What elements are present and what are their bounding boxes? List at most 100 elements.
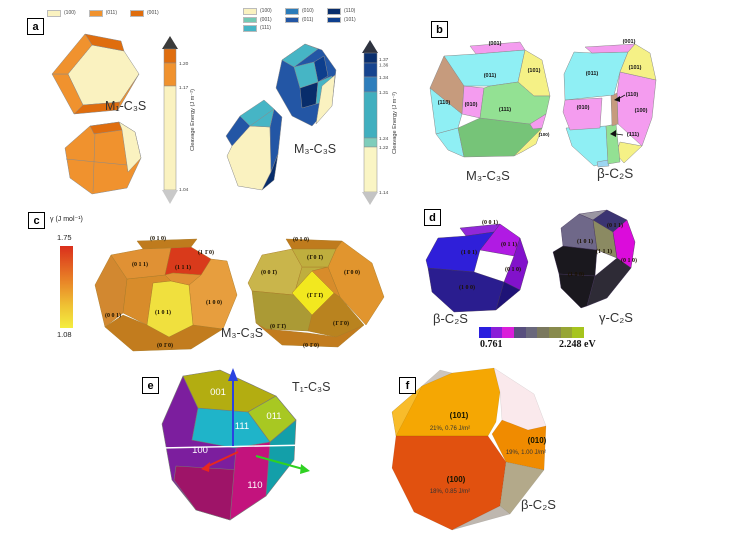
legend-swatch	[88, 10, 103, 17]
c-m3-crystal-1: (0 1 0) (0 1 1) (1 1̄ 0) (1 1 1) (1 0 0)…	[94, 235, 238, 352]
facet-001	[584, 43, 636, 54]
facet-label: (1 0 0)	[568, 271, 584, 278]
annotation-arrow	[615, 133, 624, 136]
legend-item: (010)	[285, 8, 327, 15]
facet-label: (0 1̄ 0)	[303, 342, 319, 349]
legend-label: (110)	[344, 8, 356, 15]
facet-label: (010)	[528, 436, 547, 445]
m1-c3s-crystal-2	[64, 121, 142, 195]
colorbar-segment	[163, 62, 177, 87]
facet-100	[315, 74, 336, 125]
facet-label: 011	[266, 411, 281, 422]
colorbar-gamma	[60, 246, 73, 328]
colorbar-title: Cleavage Energy (J m⁻²)	[392, 92, 398, 154]
colorbar-segment	[363, 62, 378, 78]
facet-m1m1m1	[291, 270, 335, 316]
legend-label: (111)	[260, 25, 271, 32]
c-m3-crystal-2: (0 1 0) (1̄ 0 1̄) (0 0 1̄) (1̄ 0 0) (1̄ …	[247, 236, 385, 349]
d-beta-c2s-crystal: (0 0 1) (1 0 1) (0 1 1) (0 1 0) (1 0 0)	[425, 219, 529, 313]
panel-b-tag: b	[431, 21, 448, 38]
facet-label: (1 1̄ 0)	[198, 249, 214, 256]
colorbar-segment	[363, 52, 378, 64]
colorbar-min: 0.761	[480, 339, 503, 350]
facet-label: (1 0 1)	[155, 309, 171, 316]
crystal-name-b-beta: β-C₂S	[597, 166, 634, 181]
facet-label: (011)	[484, 73, 497, 79]
legend-item: (101)	[327, 16, 369, 24]
legend-label: (100)	[260, 8, 272, 15]
facet-label: (011)	[586, 71, 599, 77]
colorbar-segment	[514, 327, 526, 338]
facet-010	[503, 237, 529, 291]
legend-item: (100)	[47, 10, 76, 17]
colorbar-segment	[363, 146, 378, 193]
legend-label: (010)	[302, 8, 314, 15]
facet-edges	[65, 132, 128, 193]
colorbar-segment	[537, 327, 550, 338]
colorbar-bottom-arrow	[362, 192, 378, 205]
facet-cyan	[565, 125, 609, 167]
colorbar-segment	[479, 327, 491, 338]
facet-label: (0 1 0)	[150, 235, 166, 242]
legend-item: (001)	[130, 10, 159, 17]
tick-label: 1.17	[179, 85, 189, 91]
colorbar-segment	[502, 327, 515, 338]
facet-100	[529, 113, 547, 130]
axis-a-arrowhead	[201, 462, 210, 472]
d-gamma-c2s-crystal: (0 1 1) (1 0 1) (1 1 1) (0 1 0) (1 0 0)	[552, 209, 637, 309]
facet-pink	[493, 367, 547, 431]
crystal-name-d-beta: β-C₂S	[433, 311, 468, 326]
facet-label: (101)	[450, 411, 469, 420]
facet-label: (0 1 1)	[501, 241, 517, 248]
b-beta-c2s-crystal: (001) (101) (011) (010) (110) (100) (111…	[562, 39, 657, 168]
facet-101-shade	[391, 385, 423, 437]
legend-label: (011)	[302, 16, 314, 23]
facet-011	[247, 395, 297, 443]
facet-label: (0 1 0)	[505, 266, 521, 273]
tick-label: 1.37	[379, 57, 389, 63]
crystal-name-d-gamma: γ-C₂S	[599, 310, 633, 325]
facet-label: (001)	[489, 41, 502, 47]
legend-swatch	[327, 16, 341, 24]
facet-label: (1 0 1)	[461, 249, 477, 256]
colorbar-segment	[560, 327, 573, 338]
colorbar-segment	[363, 91, 378, 139]
axis-line	[159, 444, 311, 449]
tick-label: 1.14	[379, 190, 389, 196]
scale-title: γ (J mol⁻¹)	[50, 216, 83, 223]
facet-label: (0 1 1)	[132, 261, 148, 268]
facet-label: (0 1̄ 0)	[157, 342, 173, 349]
legend-m3: (100) (010) (110) (001) (011) (101) (111…	[243, 8, 369, 32]
facet-111	[605, 123, 621, 165]
colorbar-segment	[490, 327, 503, 338]
facet-111	[164, 272, 202, 286]
colorbar-segment	[549, 327, 561, 338]
facet-label: 110	[247, 480, 262, 491]
crystal-name-c-m3: M₃-C₃S	[221, 326, 264, 340]
facet-111	[249, 108, 275, 128]
facet-dark	[558, 273, 596, 309]
facet-label: (0 1 0)	[621, 257, 637, 264]
legend-label: (101)	[344, 16, 356, 23]
legend-item: (011)	[285, 16, 327, 24]
facet-stats: 18%, 0.85 J/m²	[430, 489, 470, 495]
panel-f-tag: f	[399, 377, 416, 394]
legend-swatch	[243, 25, 257, 32]
tick-label: 1.36	[379, 63, 389, 69]
colorbar-segment	[363, 76, 378, 93]
colorbar-segment	[572, 327, 585, 338]
colorbar-cleavage-m1: 1.20 1.17 1.04 Cleavage Energy (J m⁻²)	[162, 36, 196, 204]
colorbar-segment	[163, 48, 177, 64]
crystal-name-f-beta: β-C₂S	[521, 497, 556, 512]
legend-item: (111)	[243, 25, 285, 32]
facet-yellow	[513, 127, 543, 157]
axis-a	[205, 451, 239, 468]
tick-label: 1.31	[379, 90, 389, 96]
tick-label: 1.24	[379, 136, 389, 142]
facet-gray-bottom	[451, 505, 511, 531]
legend-swatch	[285, 8, 299, 15]
legend-label: (011)	[105, 10, 117, 17]
tick-label: 1.22	[379, 145, 389, 151]
m3-c3s-crystal-2	[275, 43, 337, 127]
legend-item: (110)	[327, 8, 369, 15]
